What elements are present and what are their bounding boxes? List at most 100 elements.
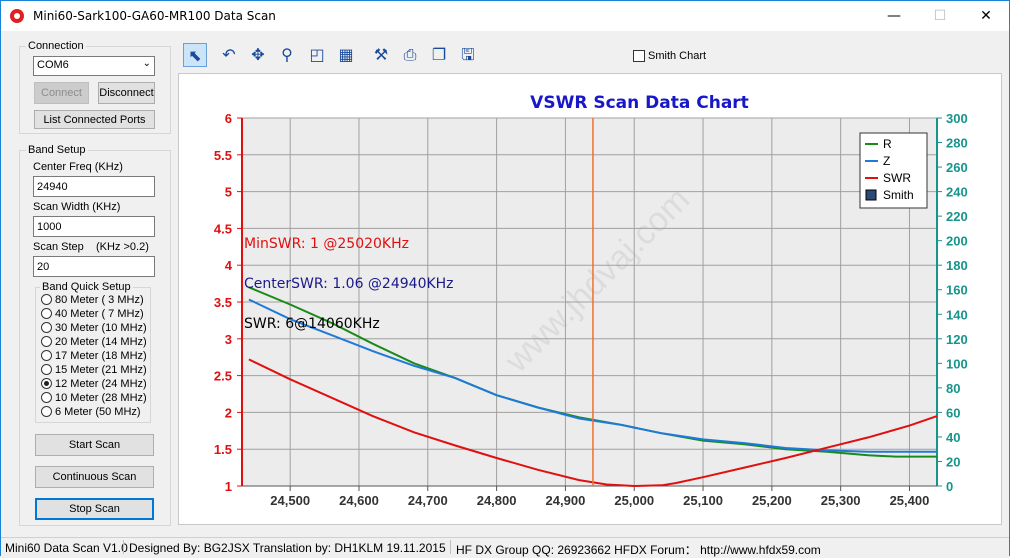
app-icon (10, 9, 24, 23)
y-right-tick-label: 260 (946, 160, 968, 175)
y-left-tick-label: 2.5 (214, 369, 232, 384)
band-radio-2[interactable]: 30 Meter (10 MHz) (41, 322, 147, 336)
radio-button[interactable] (41, 294, 52, 305)
band-radio-5[interactable]: 15 Meter (21 MHz) (41, 364, 147, 378)
stop-scan-button[interactable]: Stop Scan (35, 498, 154, 520)
band-radio-4[interactable]: 17 Meter (18 MHz) (41, 350, 147, 364)
radio-button[interactable] (41, 392, 52, 403)
legend-label-smith: Smith (883, 188, 914, 202)
chart-title: VSWR Scan Data Chart (530, 93, 749, 113)
continuous-scan-button[interactable]: Continuous Scan (35, 466, 154, 488)
band-radio-8[interactable]: 6 Meter (50 MHz) (41, 406, 141, 420)
annotation-1: CenterSWR: 1.06 @24940KHz (244, 276, 454, 292)
scan-width-input[interactable] (33, 216, 155, 237)
floppy-icon[interactable]: 🖫 (461, 45, 475, 64)
band-radio-label: 6 Meter (50 MHz) (55, 406, 141, 418)
band-radio-3[interactable]: 20 Meter (14 MHz) (41, 336, 147, 350)
tools-icon[interactable]: ⚒ (373, 45, 389, 64)
x-tick-label: 25,300 (821, 493, 861, 508)
radio-button[interactable] (41, 322, 52, 333)
smith-chart-checkbox[interactable] (633, 50, 645, 62)
com-port-value: COM6 (37, 59, 69, 71)
close-button[interactable]: ✕ (980, 8, 992, 24)
band-setup-group-label: Band Setup (28, 144, 86, 156)
legend-label-r: R (883, 137, 892, 151)
y-right-tick-label: 300 (946, 111, 968, 126)
scan-step-input[interactable] (33, 256, 155, 277)
chart-icon[interactable]: ▦ (338, 45, 354, 64)
band-setup-group: Band Setup (19, 144, 171, 526)
band-quick-setup-group: Band Quick Setup (35, 281, 151, 423)
zoom-box-icon[interactable]: ◰ (309, 45, 325, 64)
radio-button[interactable] (41, 406, 52, 417)
radio-button[interactable] (41, 378, 52, 389)
status-group-info: HF DX Group QQ: 26923662 HFDX Forum： htt… (456, 543, 821, 557)
radio-button[interactable] (41, 350, 52, 361)
list-ports-button[interactable]: List Connected Ports (34, 110, 155, 129)
chart-panel[interactable]: VSWR Scan Data Chart www.jhdvaj.com 24,500… (178, 73, 1002, 525)
chevron-down-icon: ⌄ (142, 58, 151, 69)
status-bar: Mini60 Data Scan V1.0 Designed By: BG2JS… (1, 537, 1009, 557)
band-radio-label: 10 Meter (28 MHz) (55, 392, 147, 404)
maximize-button[interactable]: ☐ (933, 8, 947, 24)
move-icon[interactable]: ✥ (251, 45, 265, 64)
minimize-button[interactable]: — (887, 8, 901, 24)
magnifier-icon[interactable]: ⚲ (281, 45, 293, 64)
y-left-tick-label: 6 (225, 111, 232, 126)
band-radio-label: 40 Meter ( 7 MHz) (55, 308, 144, 320)
series-line-z (248, 298, 937, 453)
radio-button[interactable] (41, 308, 52, 319)
series-line-swr (248, 358, 938, 488)
com-port-select[interactable]: COM6 ⌄ (33, 56, 155, 76)
y-left-tick-label: 4.5 (214, 221, 232, 236)
band-radio-7[interactable]: 10 Meter (28 MHz) (41, 392, 147, 406)
x-tick-label: 24,500 (270, 493, 310, 508)
scan-step-label: Scan Step (33, 241, 84, 253)
band-radio-1[interactable]: 40 Meter ( 7 MHz) (41, 308, 144, 322)
arrow-icon[interactable]: ⬉ (183, 43, 207, 67)
y-right-tick-label: 20 (946, 454, 960, 469)
band-radio-label: 80 Meter ( 3 MHz) (55, 294, 144, 306)
y-right-tick-label: 0 (946, 479, 953, 494)
radio-button[interactable] (41, 336, 52, 347)
annotation-2: SWR: 6@14060KHz (244, 316, 380, 332)
x-tick-label: 25,000 (614, 493, 654, 508)
y-right-tick-label: 80 (946, 381, 960, 396)
center-freq-input[interactable] (33, 176, 155, 197)
y-right-tick-label: 280 (946, 136, 968, 151)
scan-width-label: Scan Width (KHz) (33, 201, 121, 213)
y-right-tick-label: 240 (946, 185, 968, 200)
x-tick-label: 25,200 (752, 493, 792, 508)
legend-label-swr: SWR (883, 171, 911, 185)
radio-button[interactable] (41, 364, 52, 375)
x-tick-label: 24,600 (339, 493, 379, 508)
band-quick-setup-label: Band Quick Setup (42, 281, 131, 293)
copy-icon[interactable]: ❐ (431, 45, 447, 64)
printer-icon[interactable]: ⎙ (403, 45, 417, 64)
start-scan-button[interactable]: Start Scan (35, 434, 154, 456)
y-left-tick-label: 3.5 (214, 295, 232, 310)
y-left-tick-label: 1.5 (214, 442, 232, 457)
window-title: Mini60-Sark100-GA60-MR100 Data Scan (33, 9, 276, 23)
band-radio-label: 12 Meter (24 MHz) (55, 378, 147, 390)
undo-icon[interactable]: ↶ (222, 45, 236, 64)
x-tick-label: 25,400 (890, 493, 930, 508)
y-left-tick-label: 4 (225, 258, 233, 273)
disconnect-button[interactable]: Disconnect (98, 82, 155, 104)
y-left-tick-label: 2 (225, 405, 232, 420)
y-right-tick-label: 160 (946, 283, 968, 298)
band-radio-label: 15 Meter (21 MHz) (55, 364, 147, 376)
x-tick-label: 24,900 (546, 493, 586, 508)
center-freq-label: Center Freq (KHz) (33, 161, 123, 173)
connect-button[interactable]: Connect (34, 82, 89, 104)
legend-label-z: Z (883, 154, 890, 168)
band-radio-label: 20 Meter (14 MHz) (55, 336, 147, 348)
connection-group: Connection (19, 40, 171, 134)
smith-chart-label: Smith Chart (648, 50, 707, 62)
chart-toolbar: Smith Chart ⬉ ↶ ✥ ⚲ ◰ ▦ ⚒ ⎙ ❐ 🖫 (178, 40, 1002, 72)
status-separator (123, 540, 124, 554)
vswr-chart[interactable]: VSWR Scan Data Chartwww.jhdvaj.com24,500… (179, 74, 1001, 524)
band-radio-6[interactable]: 12 Meter (24 MHz) (41, 378, 147, 392)
band-radio-0[interactable]: 80 Meter ( 3 MHz) (41, 294, 144, 308)
